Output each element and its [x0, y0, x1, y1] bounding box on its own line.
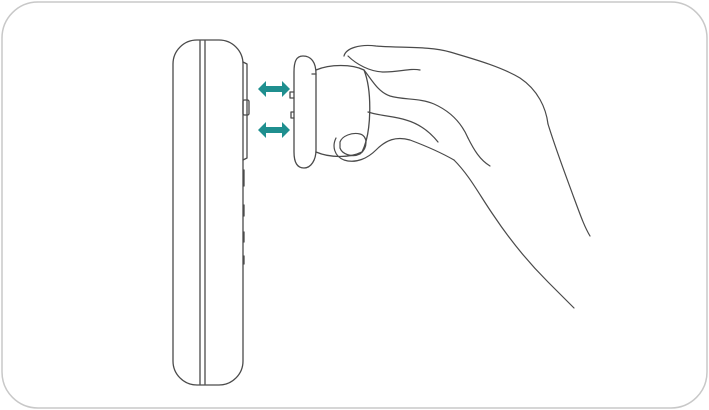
hand-icon [333, 44, 591, 309]
double-arrow-icon [258, 122, 290, 138]
device-side-view-icon [172, 39, 250, 386]
round-module-icon [289, 55, 371, 169]
double-arrow-icon [258, 81, 290, 97]
